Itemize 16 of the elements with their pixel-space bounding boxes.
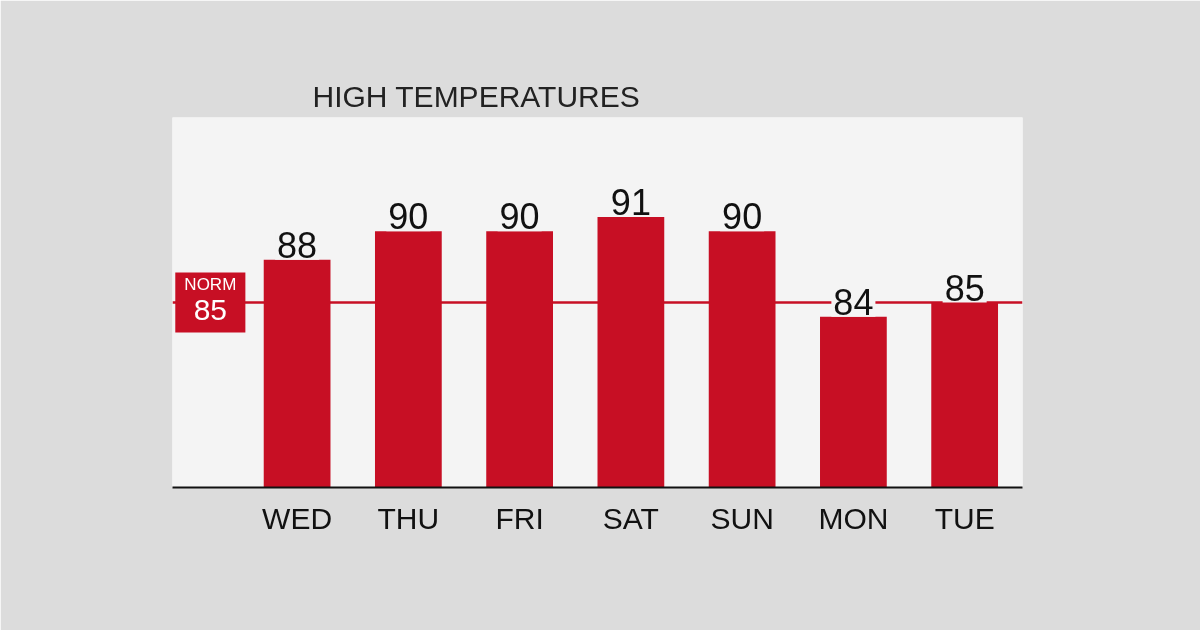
x-tick-label: SAT	[602, 501, 659, 535]
data-label: 91	[610, 182, 651, 224]
data-label: 90	[499, 196, 540, 238]
data-label: 90	[722, 196, 763, 238]
x-tick-label: TUE	[934, 501, 995, 535]
data-label: 90	[388, 196, 429, 238]
x-tick-label: WED	[262, 501, 333, 535]
x-tick-label: SUN	[710, 501, 774, 535]
chart-title: HIGH TEMPERATURES	[312, 79, 640, 113]
x-tick-label: FRI	[495, 501, 544, 535]
data-label: 84	[833, 281, 874, 323]
x-tick-label: THU	[377, 501, 440, 535]
ref-line-label: NORM 85	[184, 274, 237, 326]
data-label: 88	[277, 224, 318, 266]
x-tick-label: MON	[818, 501, 889, 535]
data-label: 85	[944, 267, 985, 309]
